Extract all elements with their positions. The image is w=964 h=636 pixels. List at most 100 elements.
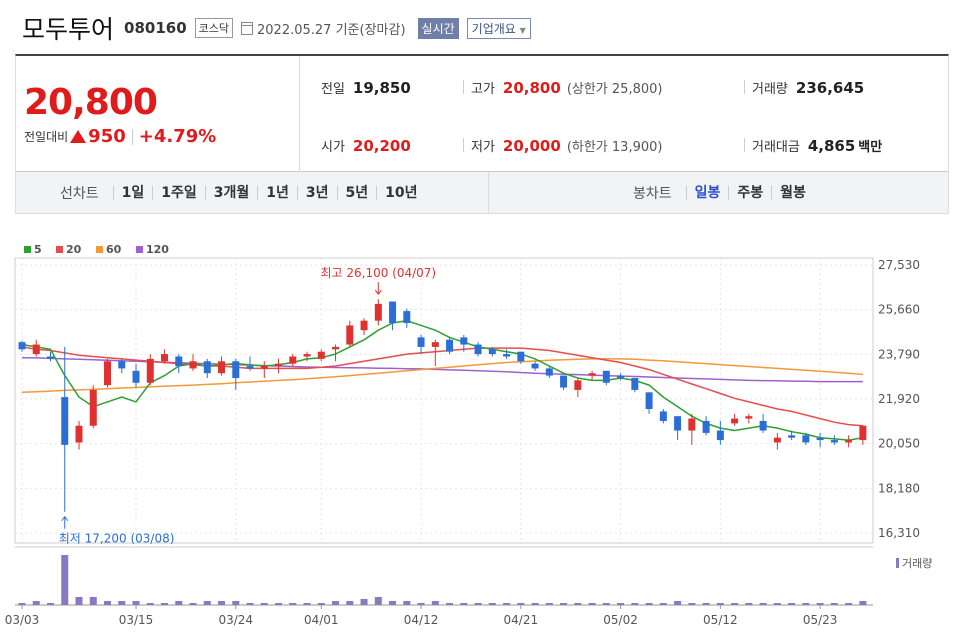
candle-body	[488, 349, 496, 355]
candle-body	[161, 354, 169, 362]
trade-value-stat: 거래대금 4,865 백만	[752, 136, 882, 155]
volume-bar	[232, 601, 240, 605]
volume-bar	[588, 603, 596, 605]
candle-body	[218, 361, 226, 374]
volume-bar	[61, 555, 69, 605]
divider	[463, 138, 464, 152]
candle-body	[446, 339, 454, 352]
candle-body	[18, 342, 26, 350]
lower-limit: (하한가 13,900)	[566, 140, 663, 155]
tab-1d[interactable]: 1일	[112, 186, 153, 200]
volume-bar	[132, 601, 140, 605]
volume-bar	[631, 603, 639, 605]
low-label: 저가	[471, 140, 495, 155]
candle-body	[588, 373, 596, 376]
chart-legend: 5 20 60 120	[24, 243, 169, 256]
tab-1w[interactable]: 1주일	[152, 186, 205, 200]
y-tick-label: 21,920	[878, 392, 920, 406]
stock-code: 080160	[124, 19, 187, 37]
tab-monthly[interactable]: 월봉	[771, 186, 814, 200]
candle-body	[346, 325, 354, 345]
legend-swatch	[56, 246, 63, 253]
candle-body	[745, 416, 753, 419]
volume-bar	[688, 603, 696, 605]
legend-swatch	[136, 246, 143, 253]
candle-body	[47, 356, 55, 359]
volume-bar	[303, 603, 311, 605]
tab-5y[interactable]: 5년	[336, 186, 377, 200]
volume-bar	[617, 603, 625, 605]
volume-bar	[545, 603, 553, 605]
volume-bar	[346, 601, 354, 605]
chevron-down-icon: ▼	[519, 25, 526, 35]
company-info-dropdown[interactable]: 기업개요 ▼	[466, 17, 531, 39]
volume-legend-swatch	[896, 558, 899, 568]
candle-body	[360, 320, 368, 331]
volume-bar	[332, 601, 340, 605]
volume-bar	[446, 603, 454, 605]
legend-swatch	[96, 246, 103, 253]
volume-value: 236,645	[795, 79, 865, 97]
candle-body	[816, 437, 824, 441]
volume-bar	[503, 603, 511, 605]
divider	[131, 128, 133, 145]
volume-bar	[574, 603, 582, 605]
x-tick-label: 03/03	[5, 613, 40, 627]
candles	[18, 299, 867, 512]
tab-3m[interactable]: 3개월	[204, 186, 258, 200]
company-name: 모두투어	[22, 15, 115, 44]
volume-bar	[645, 603, 653, 605]
volume-bar	[175, 601, 183, 605]
candlestick-chart: 5 20 60 120 27,530 25,660 23,790 21,920 20,050 1…	[5, 243, 933, 627]
volume-bar	[203, 601, 211, 605]
low-annotation: 최저 17,200 (03/08)	[59, 532, 175, 546]
tab-1y[interactable]: 1년	[257, 186, 297, 200]
date-label: 2022.05.27 기준(장마감)	[257, 22, 406, 38]
candle-body	[631, 377, 639, 390]
candle-body	[688, 418, 696, 431]
candle-body	[460, 337, 468, 345]
price-summary: 20,800 전일대비 950 +4.79% 전일 19,850 고가 20,8…	[15, 54, 949, 172]
candle-body	[32, 344, 40, 355]
legend-label: 20	[66, 243, 82, 256]
volume-label: 거래량	[752, 82, 788, 97]
candle-body	[802, 435, 810, 443]
tab-10y[interactable]: 10년	[376, 186, 425, 200]
legend-swatch	[24, 246, 31, 253]
tab-daily[interactable]: 일봉	[685, 186, 729, 200]
volume-bar	[517, 603, 525, 605]
open-value: 20,200	[352, 137, 411, 155]
current-price: 20,800	[24, 82, 158, 123]
chart-grid	[14, 257, 874, 544]
change-label: 전일대비	[24, 130, 69, 144]
line-chart-label: 선차트	[60, 186, 99, 202]
tab-3y[interactable]: 3년	[296, 186, 337, 200]
ma5-line	[21, 319, 864, 441]
volume-bar	[317, 603, 325, 605]
upper-limit: (상한가 25,800)	[566, 82, 663, 97]
change-percent: +4.79%	[138, 126, 217, 147]
candle-body	[503, 354, 511, 357]
volume-bar	[218, 601, 226, 605]
candle-body	[61, 397, 69, 445]
volume-stat: 거래량 236,645	[752, 78, 864, 97]
realtime-button[interactable]: 실시간	[417, 17, 459, 39]
candle-body	[232, 361, 240, 378]
volume-bar	[403, 601, 411, 605]
volume-bar	[830, 603, 838, 605]
x-tick-label: 03/15	[119, 613, 154, 627]
volume-bar	[602, 603, 610, 605]
volume-bar	[759, 603, 767, 605]
company-info-label: 기업개요	[471, 21, 516, 36]
candle-body	[773, 437, 781, 443]
tab-weekly[interactable]: 주봉	[728, 186, 771, 200]
volume-bar	[773, 603, 781, 605]
volume-bar	[246, 603, 254, 605]
candle-body	[389, 301, 397, 324]
volume-bar	[460, 603, 468, 605]
change-row: 전일대비 950 +4.79%	[24, 126, 216, 147]
candle-body	[246, 366, 254, 369]
chart-tabs: 선차트 1일 1주일 3개월 1년 3년 5년 10년 봉차트 일봉 주봉 월봉	[15, 172, 949, 214]
volume-bar	[859, 601, 867, 605]
candle-body	[104, 361, 112, 386]
